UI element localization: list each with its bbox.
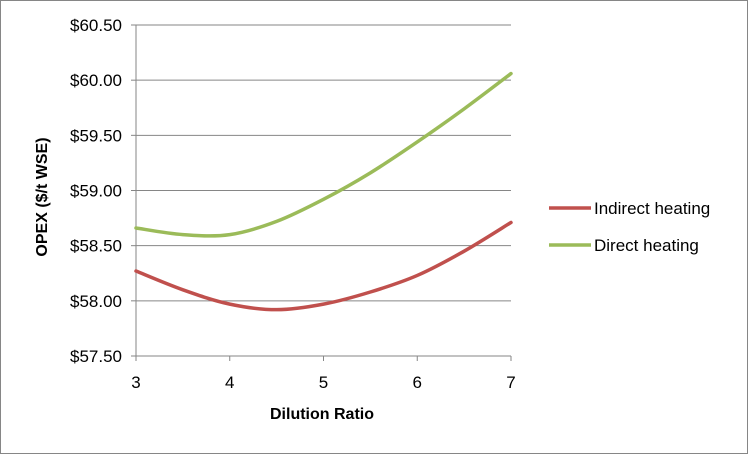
y-tick-label: $59.00 xyxy=(70,182,122,201)
legend: Indirect heating Direct heating xyxy=(549,199,710,255)
series-line-1 xyxy=(134,71,513,238)
x-axis-title: Dilution Ratio xyxy=(270,406,374,423)
x-tick-label: 3 xyxy=(131,373,140,392)
y-tick-label: $58.00 xyxy=(70,292,122,311)
y-tick-label: $58.50 xyxy=(70,237,122,256)
x-tick-label: 5 xyxy=(319,373,328,392)
legend-label-0: Indirect heating xyxy=(594,199,710,218)
axes xyxy=(135,25,511,357)
y-tick-label: $57.50 xyxy=(70,347,122,366)
y-tick-labels: $57.50 $58.00 $58.50 $59.00 $59.50 $60.00 $60.… xyxy=(70,16,122,366)
x-tick-label: 6 xyxy=(413,373,422,392)
x-tick-label: 4 xyxy=(225,373,234,392)
x-tick-labels: 3 4 5 6 7 xyxy=(131,373,515,392)
y-tick-label: $60.50 xyxy=(70,16,122,35)
y-tick-label: $59.50 xyxy=(70,126,122,145)
gridlines xyxy=(131,24,512,361)
x-tick-label: 7 xyxy=(506,373,515,392)
y-axis-title: OPEX ($/t WSE) xyxy=(34,137,51,256)
series-lines xyxy=(134,71,513,312)
legend-label-1: Direct heating xyxy=(594,236,699,255)
series-line-0 xyxy=(134,220,513,312)
y-tick-label: $60.00 xyxy=(70,71,122,90)
